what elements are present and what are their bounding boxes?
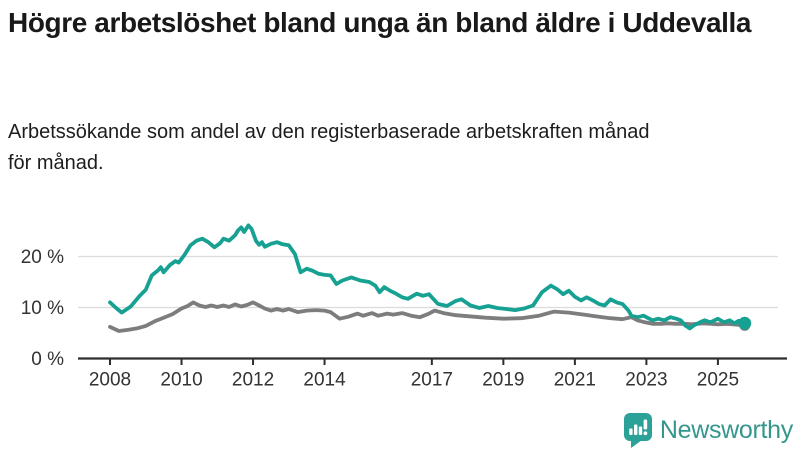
y-tick-label: 0 % <box>31 349 64 370</box>
x-tick-label: 2021 <box>554 370 596 391</box>
x-tick-label: 2008 <box>89 370 131 391</box>
x-tick-label: 2012 <box>232 370 274 391</box>
newsworthy-wordmark: Newsworthy <box>659 415 793 444</box>
series-line-18-24-åringar <box>108 223 747 331</box>
subtitle-line-2: för månad. <box>8 152 104 174</box>
gridlines <box>78 255 778 309</box>
x-axis-ticks: 2008 2010 2012 2014 2017 2019 2021 2023 2025 <box>89 358 739 391</box>
x-tick-label: 2010 <box>160 370 202 391</box>
x-tick-label: 2019 <box>482 370 524 391</box>
x-tick-label: 2025 <box>697 370 739 391</box>
newsworthy-icon <box>623 413 652 448</box>
series-endpoint-18-24-åringar <box>738 316 752 330</box>
subtitle-line-1: Arbetssökande som andel av den registerb… <box>8 121 650 143</box>
chart-subtitle: Arbetssökande som andel av den registerb… <box>8 117 792 179</box>
line-chart: 0 % 10 % 20 % 2008 2010 2012 2014 2017 2019 2021… <box>0 198 800 403</box>
y-tick-label: 20 % <box>21 247 64 268</box>
x-tick-label: 2014 <box>303 370 346 391</box>
y-axis-labels: 0 % 10 % 20 % <box>21 247 64 370</box>
x-tick-label: 2023 <box>625 370 667 391</box>
series-line-Total arbetslöshet <box>108 300 747 333</box>
x-tick-label: 2017 <box>411 370 453 391</box>
newsworthy-logo: Newsworthy <box>623 411 793 449</box>
y-tick-label: 10 % <box>21 298 64 319</box>
chart-canvas: 0 % 10 % 20 % 2008 2010 2012 2014 2017 2019 2021… <box>21 223 787 391</box>
series-lines <box>108 223 752 333</box>
page-title: Högre arbetslöshet bland unga än bland ä… <box>8 7 752 38</box>
